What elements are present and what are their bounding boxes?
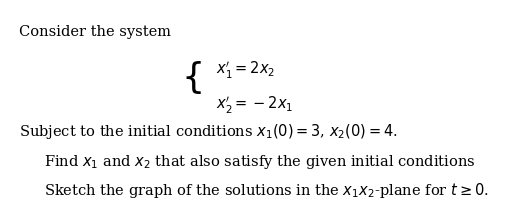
Text: Subject to the initial conditions $x_1(0) = 3$, $x_2(0) = 4$.: Subject to the initial conditions $x_1(0… [19, 122, 398, 141]
Text: Consider the system: Consider the system [19, 25, 170, 39]
Text: $x_2' = -2x_1$: $x_2' = -2x_1$ [216, 95, 293, 116]
Text: $\left\{\ \right.$: $\left\{\ \right.$ [181, 59, 202, 96]
Text: Find $x_1$ and $x_2$ that also satisfy the given initial conditions: Find $x_1$ and $x_2$ that also satisfy t… [44, 153, 476, 171]
Text: Sketch the graph of the solutions in the $x_1x_2$-plane for $t \geq 0$.: Sketch the graph of the solutions in the… [44, 181, 489, 200]
Text: $x_1' = 2x_2$: $x_1' = 2x_2$ [216, 60, 275, 81]
